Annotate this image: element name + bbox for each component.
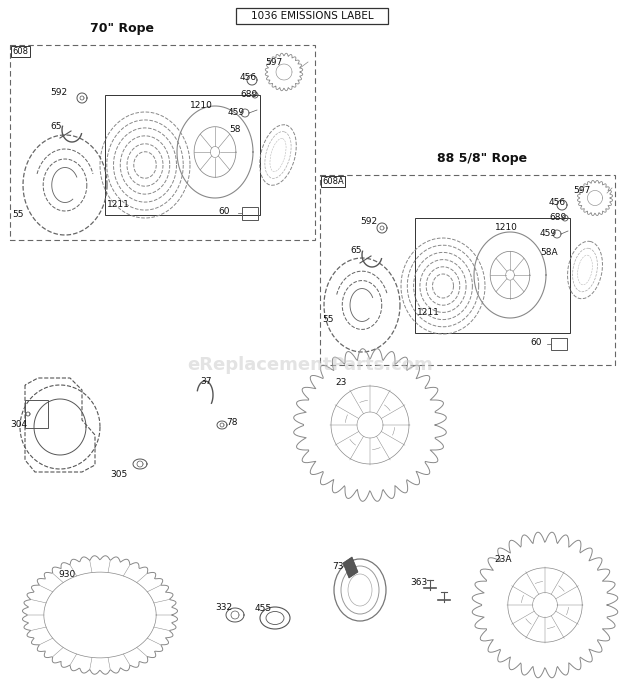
Text: 459: 459 <box>228 108 245 117</box>
Text: 592: 592 <box>360 217 377 226</box>
Text: 689: 689 <box>549 213 566 222</box>
Text: 930: 930 <box>58 570 75 579</box>
Text: 55: 55 <box>12 210 24 219</box>
Text: 23A: 23A <box>494 555 512 564</box>
Text: 70" Rope: 70" Rope <box>91 22 154 35</box>
Text: 55: 55 <box>322 315 334 324</box>
Text: 58A: 58A <box>540 248 557 257</box>
Text: 689: 689 <box>240 90 257 99</box>
Text: 305: 305 <box>110 470 127 479</box>
Text: 23: 23 <box>335 378 347 387</box>
Text: 456: 456 <box>240 73 257 82</box>
Text: 456: 456 <box>549 198 566 207</box>
Text: 597: 597 <box>573 186 590 195</box>
Text: 332: 332 <box>215 603 232 612</box>
Text: 1210: 1210 <box>495 223 518 232</box>
Text: 1211: 1211 <box>107 200 130 209</box>
Text: 65: 65 <box>50 122 61 131</box>
Text: 597: 597 <box>265 58 282 67</box>
Text: 608A: 608A <box>322 177 344 186</box>
Text: 58: 58 <box>229 125 241 134</box>
Text: 459: 459 <box>540 229 557 238</box>
Text: 363: 363 <box>410 578 427 587</box>
Text: 78: 78 <box>226 418 237 427</box>
Text: eReplacementParts.com: eReplacementParts.com <box>187 356 433 374</box>
Text: 73: 73 <box>332 562 343 571</box>
Text: 608: 608 <box>12 47 29 56</box>
Text: 1210: 1210 <box>190 101 213 110</box>
Text: 60: 60 <box>530 338 541 347</box>
Text: 592: 592 <box>50 88 67 97</box>
Polygon shape <box>343 557 358 578</box>
Text: 88 5/8" Rope: 88 5/8" Rope <box>438 152 528 165</box>
Text: 37: 37 <box>200 377 211 386</box>
Text: 65: 65 <box>350 246 361 255</box>
Text: 455: 455 <box>255 604 272 613</box>
Text: 304: 304 <box>10 420 27 429</box>
Text: 60: 60 <box>218 207 229 216</box>
Text: 1211: 1211 <box>417 308 440 317</box>
Text: 1036 EMISSIONS LABEL: 1036 EMISSIONS LABEL <box>250 11 373 21</box>
